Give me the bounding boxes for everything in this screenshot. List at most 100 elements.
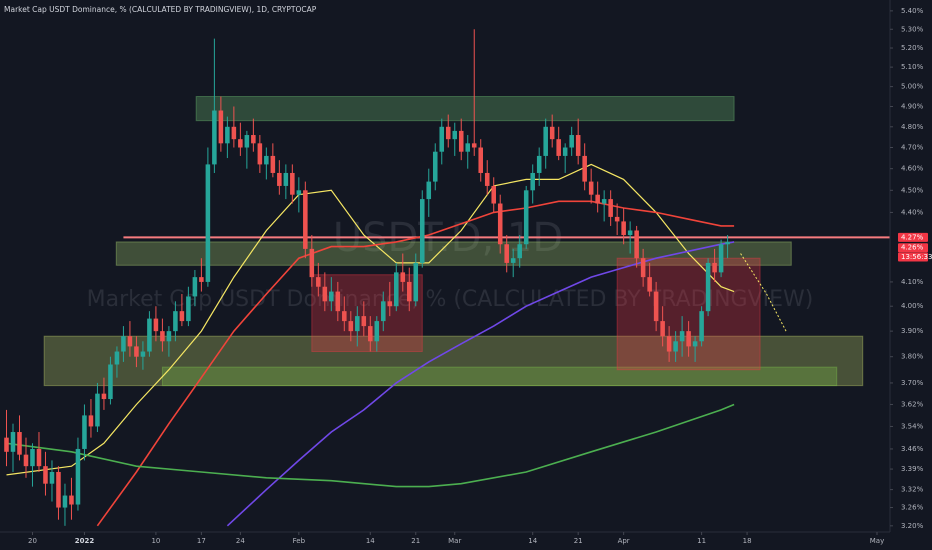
candle-body — [381, 301, 386, 322]
candle-body — [601, 199, 607, 204]
zone — [195, 96, 735, 122]
y-tick-label: 3.90% — [901, 327, 924, 335]
y-tick-label: 4.90% — [901, 102, 924, 110]
candle-body — [640, 258, 646, 278]
candle-body — [192, 277, 198, 297]
candle-body — [439, 126, 445, 152]
x-tick-label: 2022 — [75, 537, 95, 545]
candle-body — [82, 415, 87, 449]
candle-body — [471, 143, 477, 148]
candle-body — [582, 155, 587, 182]
candle-body — [588, 181, 594, 195]
moving-average — [6, 163, 735, 476]
candle-body — [686, 331, 691, 347]
candle-body — [465, 143, 471, 152]
candle-body — [153, 318, 159, 332]
candle-body — [504, 244, 509, 263]
moving-average — [96, 200, 735, 527]
y-tick-label: 4.00% — [901, 302, 924, 310]
chart-title: Market Cap USDT Dominance, % (CALCULATED… — [4, 5, 317, 14]
candle-body — [510, 258, 516, 263]
x-tick-label: 21 — [411, 537, 420, 545]
candle-body — [270, 155, 276, 173]
candle-body — [634, 230, 639, 259]
candle-body — [114, 351, 120, 365]
candle-body — [199, 277, 204, 282]
x-tick-label: 20 — [28, 537, 37, 545]
candle-body — [322, 286, 328, 302]
candle-body — [491, 185, 496, 204]
candle-body — [30, 448, 35, 467]
candle-body — [478, 147, 484, 173]
candle-body — [309, 248, 315, 278]
y-tick-label: 3.54% — [901, 422, 924, 430]
candle-body — [173, 311, 178, 332]
x-axis-panel — [0, 532, 932, 550]
candle-body — [458, 130, 464, 152]
candle-body — [218, 110, 224, 144]
x-tick-label: 18 — [743, 537, 752, 545]
candle-body — [342, 311, 347, 322]
x-tick-label: Feb — [293, 537, 306, 545]
y-tick-label: 3.62% — [901, 400, 924, 408]
price-label: 4.27% — [901, 233, 924, 241]
candle-body — [452, 130, 458, 140]
candle-body — [562, 147, 568, 156]
candle-body — [140, 351, 146, 357]
y-tick-label: 4.70% — [901, 144, 924, 152]
candle-body — [549, 126, 555, 140]
candle-body — [4, 437, 9, 452]
candle-body — [445, 126, 451, 140]
y-tick-label: 4.50% — [901, 186, 924, 194]
candle-body — [134, 346, 139, 357]
candle-body — [62, 495, 68, 508]
y-tick-label: 5.00% — [901, 83, 924, 91]
candle-body — [348, 321, 354, 332]
x-tick-label: 21 — [574, 537, 583, 545]
candle-body — [712, 262, 717, 273]
x-tick-label: Mar — [448, 537, 461, 545]
candle-body — [523, 190, 529, 245]
candle-body — [36, 448, 42, 467]
candle-body — [621, 221, 626, 236]
candle-body — [69, 495, 74, 505]
candle-body — [186, 296, 191, 322]
candle-body — [49, 471, 55, 484]
y-tick-label: 4.60% — [901, 165, 924, 173]
candle-body — [647, 277, 652, 292]
candle-body — [95, 393, 100, 427]
price-label-box — [898, 243, 928, 253]
candle-body — [257, 143, 263, 165]
candle-body — [426, 181, 432, 200]
candle-body — [43, 466, 48, 484]
candle-body — [653, 291, 659, 322]
candle-body — [10, 432, 16, 452]
candle-body — [121, 336, 126, 352]
candle-body — [277, 172, 282, 186]
y-tick-label: 5.30% — [901, 25, 924, 33]
candle-body — [296, 190, 302, 195]
y-tick-label: 3.80% — [901, 353, 924, 361]
candle-body — [205, 164, 211, 282]
candle-body — [355, 316, 360, 332]
x-tick-label: 11 — [697, 537, 706, 545]
candle-body — [88, 415, 94, 427]
candle-body — [530, 172, 535, 191]
y-tick-label: 3.70% — [901, 379, 924, 387]
y-tick-label: 3.46% — [901, 445, 924, 453]
candle-body — [699, 311, 704, 342]
candle-body — [56, 471, 61, 508]
y-tick-label: 5.20% — [901, 44, 924, 52]
y-tick-label: 4.10% — [901, 278, 924, 286]
y-tick-label: 3.26% — [901, 504, 924, 512]
price-label: 13:56:33 — [901, 253, 932, 261]
candle-body — [127, 336, 133, 347]
candle-body — [692, 341, 698, 347]
candle-body — [705, 262, 711, 312]
candle-body — [374, 321, 380, 342]
candle-body — [160, 331, 165, 342]
candle-body — [17, 432, 22, 455]
candle-body — [225, 126, 230, 144]
watermark-subtitle: Market Cap USDT Dominance, % (CALCULATED… — [87, 287, 814, 312]
